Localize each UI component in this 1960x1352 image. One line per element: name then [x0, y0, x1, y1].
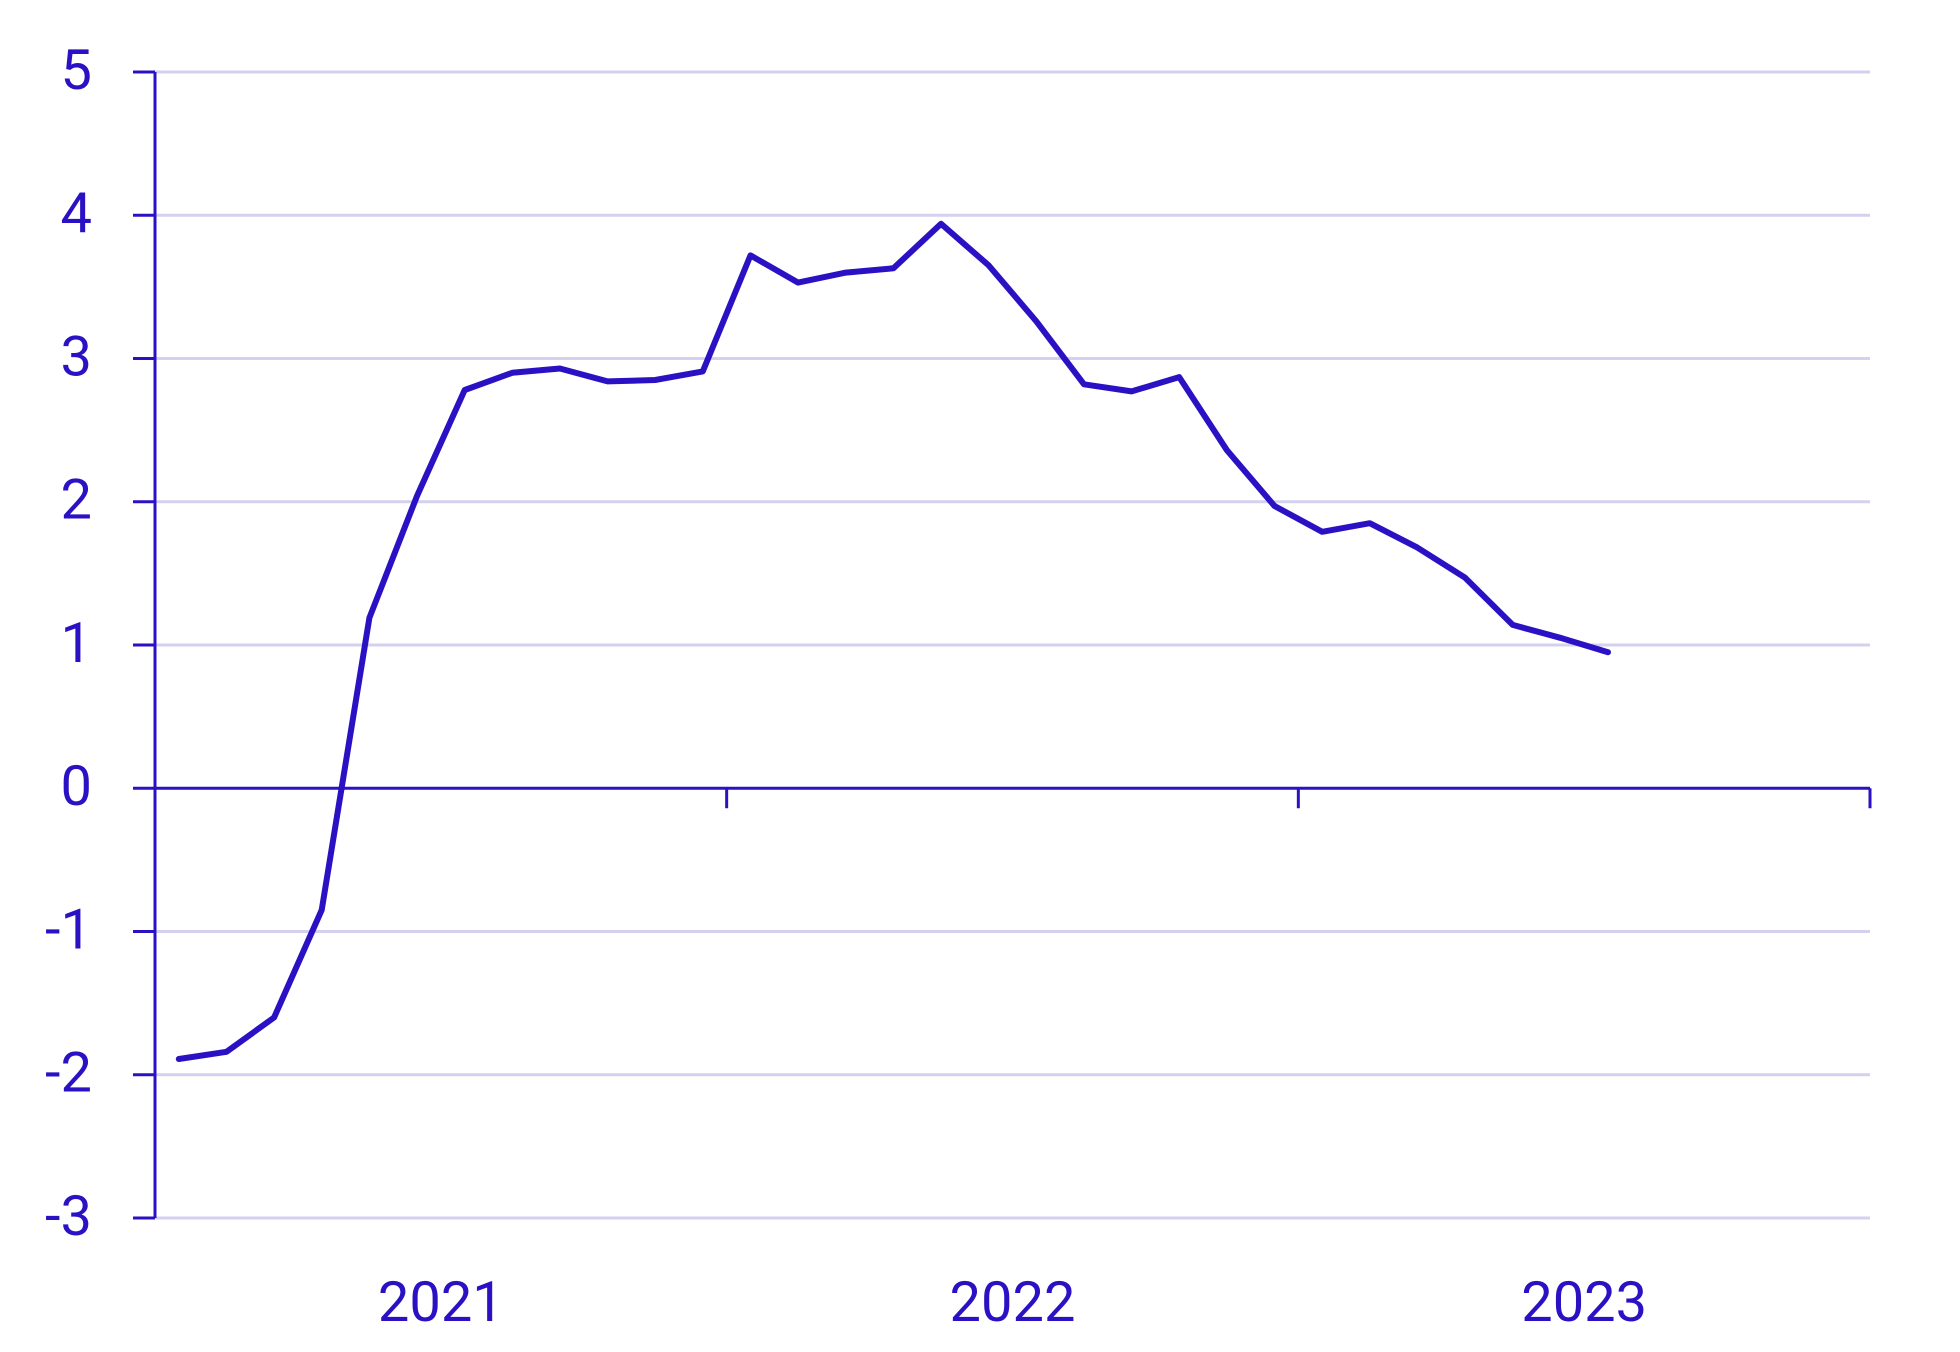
data-line — [175, 220, 1611, 1062]
x-tick-label: 2021 — [378, 1269, 504, 1335]
y-tick-label: 3 — [61, 323, 92, 389]
y-tick-label: -1 — [45, 896, 92, 962]
y-tick-label: -3 — [45, 1183, 92, 1249]
x-tick-label: 2023 — [1521, 1269, 1647, 1335]
y-tick-label: 5 — [61, 37, 92, 103]
x-tick-label: 2022 — [950, 1269, 1076, 1335]
y-tick-label: 4 — [61, 180, 92, 246]
y-tick-label: -2 — [45, 1040, 92, 1106]
y-tick-label: 2 — [61, 467, 92, 533]
y-tick-label: 1 — [61, 610, 92, 676]
y-tick-label: 0 — [61, 753, 92, 819]
